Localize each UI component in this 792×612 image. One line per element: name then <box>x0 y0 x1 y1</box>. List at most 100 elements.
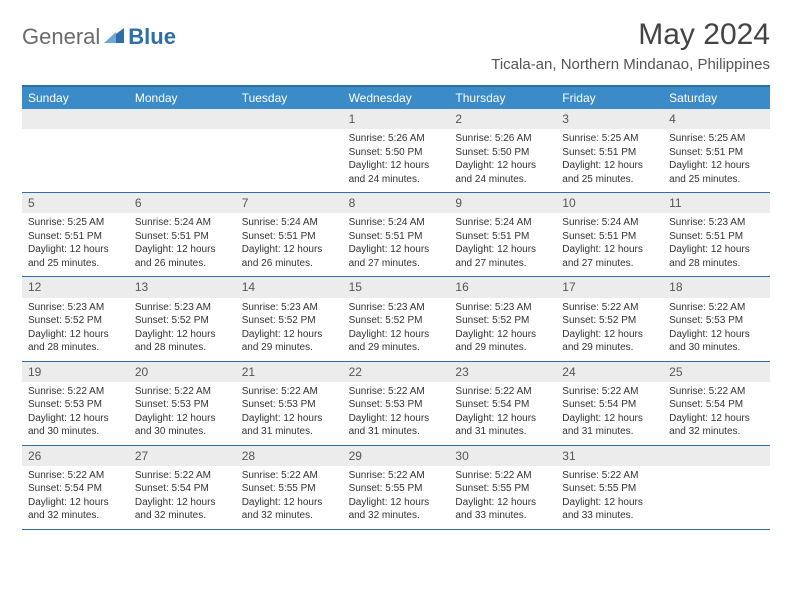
sunset-text: Sunset: 5:52 PM <box>28 314 123 328</box>
logo-text-general: General <box>22 24 100 50</box>
daylight-text: Daylight: 12 hours and 27 minutes. <box>349 243 444 270</box>
logo: General Blue <box>22 24 176 50</box>
sunrise-text: Sunrise: 5:22 AM <box>349 469 444 483</box>
daylight-text: Daylight: 12 hours and 32 minutes. <box>669 412 764 439</box>
sunset-text: Sunset: 5:51 PM <box>28 230 123 244</box>
daylight-text: Daylight: 12 hours and 26 minutes. <box>242 243 337 270</box>
header: General Blue May 2024 Ticala-an, Norther… <box>22 18 770 73</box>
day-number: 4 <box>669 112 676 126</box>
sunrise-text: Sunrise: 5:22 AM <box>562 385 657 399</box>
day-number: 9 <box>455 196 462 210</box>
day-number: 15 <box>349 280 362 294</box>
sunset-text: Sunset: 5:54 PM <box>669 398 764 412</box>
day-number: 8 <box>349 196 356 210</box>
day-number-bar: 0 <box>236 109 343 129</box>
day-body: Sunrise: 5:24 AMSunset: 5:51 PMDaylight:… <box>129 213 236 276</box>
day-number-bar: 18 <box>663 277 770 297</box>
daylight-text: Daylight: 12 hours and 26 minutes. <box>135 243 230 270</box>
day-number-bar: 19 <box>22 362 129 382</box>
sunset-text: Sunset: 5:52 PM <box>349 314 444 328</box>
day-body: Sunrise: 5:22 AMSunset: 5:54 PMDaylight:… <box>663 382 770 445</box>
week-row: 0001Sunrise: 5:26 AMSunset: 5:50 PMDayli… <box>22 109 770 193</box>
day-number: 5 <box>28 196 35 210</box>
daylight-text: Daylight: 12 hours and 27 minutes. <box>562 243 657 270</box>
day-number-bar: 25 <box>663 362 770 382</box>
day-cell: 0 <box>236 109 343 192</box>
day-number: 28 <box>242 449 255 463</box>
sunrise-text: Sunrise: 5:24 AM <box>455 216 550 230</box>
week-row: 5Sunrise: 5:25 AMSunset: 5:51 PMDaylight… <box>22 193 770 277</box>
sunrise-text: Sunrise: 5:22 AM <box>28 385 123 399</box>
sunset-text: Sunset: 5:52 PM <box>242 314 337 328</box>
sunset-text: Sunset: 5:51 PM <box>562 230 657 244</box>
daylight-text: Daylight: 12 hours and 28 minutes. <box>669 243 764 270</box>
day-cell: 7 Sunrise: 5:24 AMSunset: 5:51 PMDaylight… <box>236 193 343 276</box>
day-number-bar: 26 <box>22 446 129 466</box>
day-body: Sunrise: 5:23 AMSunset: 5:52 PMDaylight:… <box>22 298 129 361</box>
sunrise-text: Sunrise: 5:22 AM <box>562 469 657 483</box>
day-cell: 11Sunrise: 5:23 AMSunset: 5:51 PMDayligh… <box>663 193 770 276</box>
day-cell: 28Sunrise: 5:22 AMSunset: 5:55 PMDayligh… <box>236 446 343 529</box>
day-cell: 27Sunrise: 5:22 AMSunset: 5:54 PMDayligh… <box>129 446 236 529</box>
sunrise-text: Sunrise: 5:22 AM <box>135 469 230 483</box>
sunset-text: Sunset: 5:51 PM <box>135 230 230 244</box>
day-body: Sunrise: 5:24 AMSunset: 5:51 PMDaylight:… <box>343 213 450 276</box>
sunset-text: Sunset: 5:54 PM <box>562 398 657 412</box>
day-cell: 21Sunrise: 5:22 AMSunset: 5:53 PMDayligh… <box>236 362 343 445</box>
day-number-bar: 28 <box>236 446 343 466</box>
sunset-text: Sunset: 5:55 PM <box>242 482 337 496</box>
sunset-text: Sunset: 5:52 PM <box>135 314 230 328</box>
day-number-bar: 0 <box>663 446 770 466</box>
day-cell: 4Sunrise: 5:25 AMSunset: 5:51 PMDaylight… <box>663 109 770 192</box>
sunset-text: Sunset: 5:51 PM <box>669 146 764 160</box>
sunset-text: Sunset: 5:51 PM <box>455 230 550 244</box>
day-number: 29 <box>349 449 362 463</box>
day-number-bar: 10 <box>556 193 663 213</box>
day-number: 24 <box>562 365 575 379</box>
day-number-bar: 9 <box>449 193 556 213</box>
weekday-header-cell: Thursday <box>449 87 556 109</box>
sunrise-text: Sunrise: 5:24 AM <box>562 216 657 230</box>
day-number: 1 <box>349 112 356 126</box>
day-number-bar: 21 <box>236 362 343 382</box>
day-body: Sunrise: 5:22 AMSunset: 5:52 PMDaylight:… <box>556 298 663 361</box>
sunrise-text: Sunrise: 5:25 AM <box>562 132 657 146</box>
sunrise-text: Sunrise: 5:24 AM <box>135 216 230 230</box>
sunrise-text: Sunrise: 5:23 AM <box>135 301 230 315</box>
day-body: Sunrise: 5:22 AMSunset: 5:54 PMDaylight:… <box>129 466 236 529</box>
day-number-bar: 13 <box>129 277 236 297</box>
day-number: 2 <box>455 112 462 126</box>
day-number: 20 <box>135 365 148 379</box>
daylight-text: Daylight: 12 hours and 31 minutes. <box>562 412 657 439</box>
daylight-text: Daylight: 12 hours and 27 minutes. <box>455 243 550 270</box>
daylight-text: Daylight: 12 hours and 33 minutes. <box>455 496 550 523</box>
sunrise-text: Sunrise: 5:25 AM <box>28 216 123 230</box>
weekday-header: SundayMondayTuesdayWednesdayThursdayFrid… <box>22 87 770 109</box>
weekday-header-cell: Wednesday <box>343 87 450 109</box>
day-number: 31 <box>562 449 575 463</box>
daylight-text: Daylight: 12 hours and 30 minutes. <box>28 412 123 439</box>
sunrise-text: Sunrise: 5:23 AM <box>669 216 764 230</box>
sunset-text: Sunset: 5:50 PM <box>455 146 550 160</box>
sunset-text: Sunset: 5:50 PM <box>349 146 444 160</box>
day-body: Sunrise: 5:22 AMSunset: 5:55 PMDaylight:… <box>343 466 450 529</box>
sunrise-text: Sunrise: 5:22 AM <box>455 385 550 399</box>
day-cell: 14Sunrise: 5:23 AMSunset: 5:52 PMDayligh… <box>236 277 343 360</box>
sunset-text: Sunset: 5:51 PM <box>242 230 337 244</box>
day-cell: 0 <box>663 446 770 529</box>
week-row: 19Sunrise: 5:22 AMSunset: 5:53 PMDayligh… <box>22 362 770 446</box>
sunrise-text: Sunrise: 5:22 AM <box>349 385 444 399</box>
day-number: 25 <box>669 365 682 379</box>
day-cell: 13Sunrise: 5:23 AMSunset: 5:52 PMDayligh… <box>129 277 236 360</box>
day-body: Sunrise: 5:26 AMSunset: 5:50 PMDaylight:… <box>343 129 450 192</box>
sunrise-text: Sunrise: 5:26 AM <box>455 132 550 146</box>
day-number-bar: 11 <box>663 193 770 213</box>
sunrise-text: Sunrise: 5:24 AM <box>242 216 337 230</box>
sunset-text: Sunset: 5:53 PM <box>349 398 444 412</box>
day-body: Sunrise: 5:23 AMSunset: 5:52 PMDaylight:… <box>236 298 343 361</box>
day-body: Sunrise: 5:22 AMSunset: 5:54 PMDaylight:… <box>449 382 556 445</box>
day-cell: 23Sunrise: 5:22 AMSunset: 5:54 PMDayligh… <box>449 362 556 445</box>
day-number: 7 <box>242 196 249 210</box>
day-cell: 20Sunrise: 5:22 AMSunset: 5:53 PMDayligh… <box>129 362 236 445</box>
sunset-text: Sunset: 5:55 PM <box>455 482 550 496</box>
